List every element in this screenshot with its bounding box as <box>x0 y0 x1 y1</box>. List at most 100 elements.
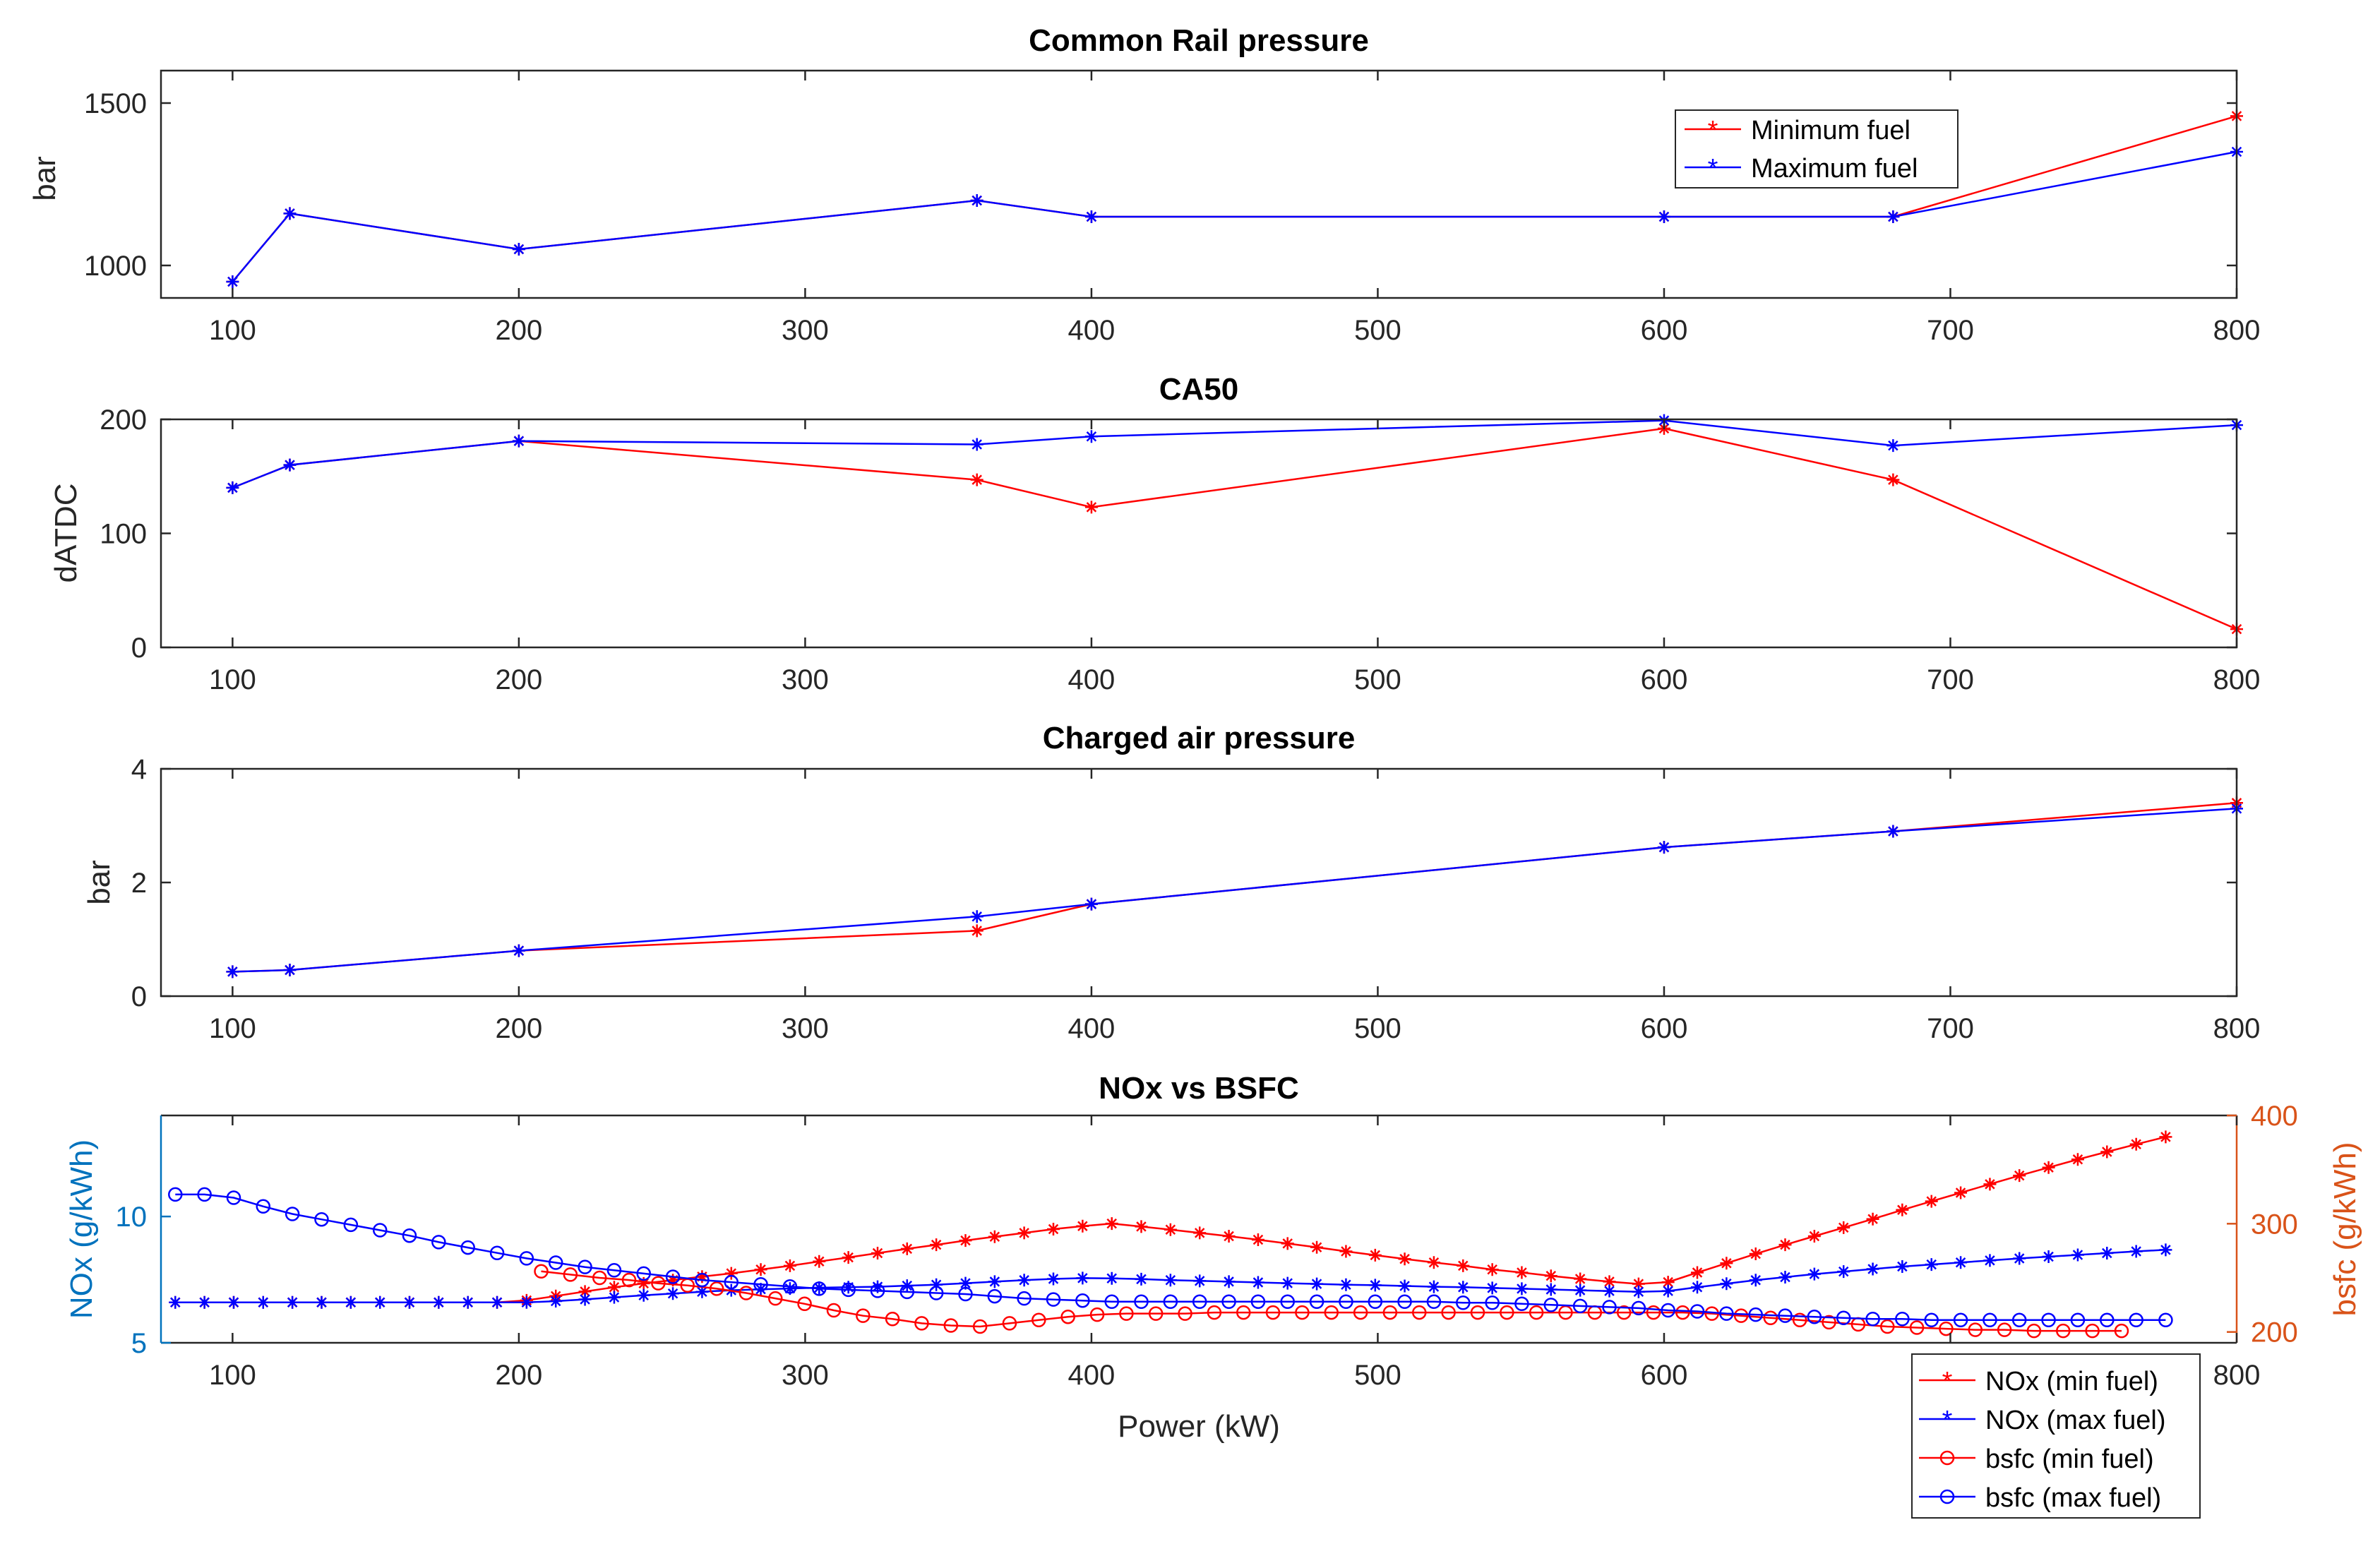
point-bsfc-min-fuel-43 <box>1792 1312 1807 1328</box>
point-nox-min-fuel-36 <box>1222 1230 1236 1243</box>
point-minimum-fuel-4 <box>1084 501 1098 514</box>
point-nox-min-fuel-28 <box>988 1230 1001 1243</box>
point-bsfc-min-fuel-12 <box>885 1312 900 1327</box>
point-nox-min-fuel-53 <box>1720 1257 1733 1270</box>
point-nox-max-fuel-49 <box>1603 1284 1616 1298</box>
point-nox-max-fuel-63 <box>2013 1252 2026 1265</box>
point-bsfc-max-fuel-21 <box>782 1279 798 1294</box>
point-minimum-fuel-3 <box>970 473 983 486</box>
point-nox-max-fuel-68 <box>2159 1243 2172 1257</box>
title-common-rail-pressure: Common Rail pressure <box>1029 23 1369 58</box>
legend-nox-vs-bsfc: * NOx (min fuel) * NOx (max fuel) bsfc (… <box>1911 1353 2201 1519</box>
point-nox-min-fuel-14 <box>578 1285 592 1298</box>
point-maximum-fuel-3 <box>970 438 983 451</box>
axes-box-charged-air-pressure <box>160 767 2238 998</box>
point-bsfc-min-fuel-26 <box>1295 1305 1310 1320</box>
point-bsfc-min-fuel-31 <box>1441 1305 1456 1320</box>
point-nox-max-fuel-58 <box>1866 1262 1879 1276</box>
point-bsfc-max-fuel-29 <box>1017 1291 1031 1306</box>
point-nox-max-fuel-47 <box>1544 1283 1557 1296</box>
point-nox-max-fuel-38 <box>1281 1276 1294 1290</box>
ylabel-nox: NOx (g/kWh) <box>64 1139 99 1319</box>
series-charged-air-pressure <box>226 796 2243 979</box>
point-nox-min-fuel-17 <box>666 1274 680 1287</box>
point-nox-max-fuel-66 <box>2100 1246 2114 1259</box>
point-bsfc-min-fuel-49 <box>1968 1322 1983 1337</box>
point-bsfc-max-fuel-9 <box>431 1235 446 1250</box>
point-bsfc-min-fuel-23 <box>1207 1305 1222 1320</box>
point-bsfc-max-fuel-24 <box>870 1283 885 1298</box>
point-nox-min-fuel-34 <box>1164 1223 1177 1236</box>
point-bsfc-min-fuel-2 <box>592 1270 607 1286</box>
point-bsfc-min-fuel-33 <box>1500 1305 1514 1320</box>
point-bsfc-min-fuel-15 <box>972 1319 988 1334</box>
series-ca50 <box>226 414 2243 636</box>
point-bsfc-min-fuel-7 <box>738 1286 754 1300</box>
legend-label-bsfc-min-fuel: bsfc (min fuel) <box>1985 1444 2154 1474</box>
point-bsfc-max-fuel-62 <box>1983 1312 1997 1328</box>
point-nox-max-fuel-11 <box>491 1295 504 1309</box>
point-nox-max-fuel-67 <box>2129 1245 2143 1258</box>
point-maximum-fuel-6 <box>1886 825 1900 838</box>
title-nox-vs-bsfc: NOx vs BSFC <box>1099 1071 1299 1106</box>
point-nox-max-fuel-43 <box>1427 1280 1440 1293</box>
point-nox-max-fuel-42 <box>1398 1279 1411 1293</box>
point-nox-max-fuel-12 <box>520 1295 533 1309</box>
point-nox-max-fuel-30 <box>1047 1272 1060 1286</box>
point-nox-min-fuel-59 <box>1896 1203 1909 1216</box>
point-nox-max-fuel-18 <box>695 1285 709 1298</box>
legend-marker-minimum-fuel: * <box>1708 116 1718 145</box>
point-nox-max-fuel-57 <box>1837 1265 1850 1279</box>
panel-ca50: CA50 dATDC 100 200 300 400 500 600 700 800 0 100… <box>49 372 2260 695</box>
point-bsfc-min-fuel-54 <box>2114 1323 2129 1339</box>
axes-box-common-rail-pressure <box>160 69 2238 299</box>
series-nox-vs-bsfc <box>168 1130 2173 1339</box>
point-nox-max-fuel-13 <box>549 1294 563 1307</box>
point-bsfc-max-fuel-42 <box>1397 1294 1412 1309</box>
point-bsfc-max-fuel-3 <box>256 1199 271 1214</box>
point-bsfc-max-fuel-30 <box>1046 1292 1061 1307</box>
point-bsfc-max-fuel-23 <box>841 1282 856 1298</box>
xtick-label-300: 300 <box>782 1360 829 1391</box>
point-nox-max-fuel-3 <box>256 1295 270 1309</box>
point-nox-min-fuel-31 <box>1076 1219 1089 1233</box>
point-bsfc-max-fuel-1 <box>197 1187 212 1202</box>
legend-label-minimum-fuel: Minimum fuel <box>1751 116 1910 145</box>
point-nox-max-fuel-31 <box>1076 1271 1089 1285</box>
title-ca50: CA50 <box>1159 372 1239 407</box>
ylabel-common-rail-pressure: bar <box>28 156 62 201</box>
point-nox-max-fuel-4 <box>286 1295 299 1309</box>
point-maximum-fuel-6 <box>1886 439 1900 453</box>
point-maximum-fuel-3 <box>970 910 983 923</box>
point-bsfc-min-fuel-3 <box>621 1272 637 1288</box>
point-nox-max-fuel-9 <box>432 1295 445 1309</box>
legend-common-rail-pressure: * Minimum fuel * Maximum fuel <box>1675 109 1959 188</box>
point-nox-max-fuel-53 <box>1720 1277 1733 1291</box>
point-nox-max-fuel-32 <box>1105 1271 1118 1285</box>
point-nox-max-fuel-17 <box>666 1287 680 1300</box>
ytick-label-1500: 1500 <box>84 88 147 119</box>
point-nox-max-fuel-50 <box>1632 1285 1645 1298</box>
title-charged-air-pressure: Charged air pressure <box>1043 721 1356 755</box>
legend-box <box>1675 109 1959 188</box>
point-maximum-fuel-4 <box>1084 897 1098 911</box>
point-nox-min-fuel-50 <box>1632 1277 1645 1291</box>
point-bsfc-min-fuel-52 <box>2056 1323 2071 1339</box>
point-bsfc-max-fuel-33 <box>1134 1294 1149 1309</box>
xlabel-power: Power (kW) <box>1118 1409 1280 1444</box>
point-bsfc-max-fuel-64 <box>2041 1312 2056 1328</box>
point-maximum-fuel-0 <box>226 275 239 288</box>
point-minimum-fuel-3 <box>970 924 983 938</box>
point-bsfc-max-fuel-63 <box>2011 1312 2027 1328</box>
point-nox-min-fuel-61 <box>1954 1186 1968 1199</box>
point-bsfc-min-fuel-41 <box>1733 1308 1749 1323</box>
point-bsfc-max-fuel-50 <box>1631 1300 1646 1316</box>
legend-marker-bsfc-min-fuel <box>1939 1450 1955 1466</box>
point-bsfc-max-fuel-22 <box>812 1281 827 1296</box>
point-nox-min-fuel-45 <box>1485 1263 1499 1276</box>
yticks-common-rail-pressure: 1000 1500 <box>84 88 2237 282</box>
point-bsfc-max-fuel-20 <box>753 1276 768 1292</box>
xtick-label-700: 700 <box>1927 1013 1974 1044</box>
point-bsfc-min-fuel-46 <box>1880 1319 1895 1334</box>
point-nox-min-fuel-21 <box>783 1259 796 1272</box>
